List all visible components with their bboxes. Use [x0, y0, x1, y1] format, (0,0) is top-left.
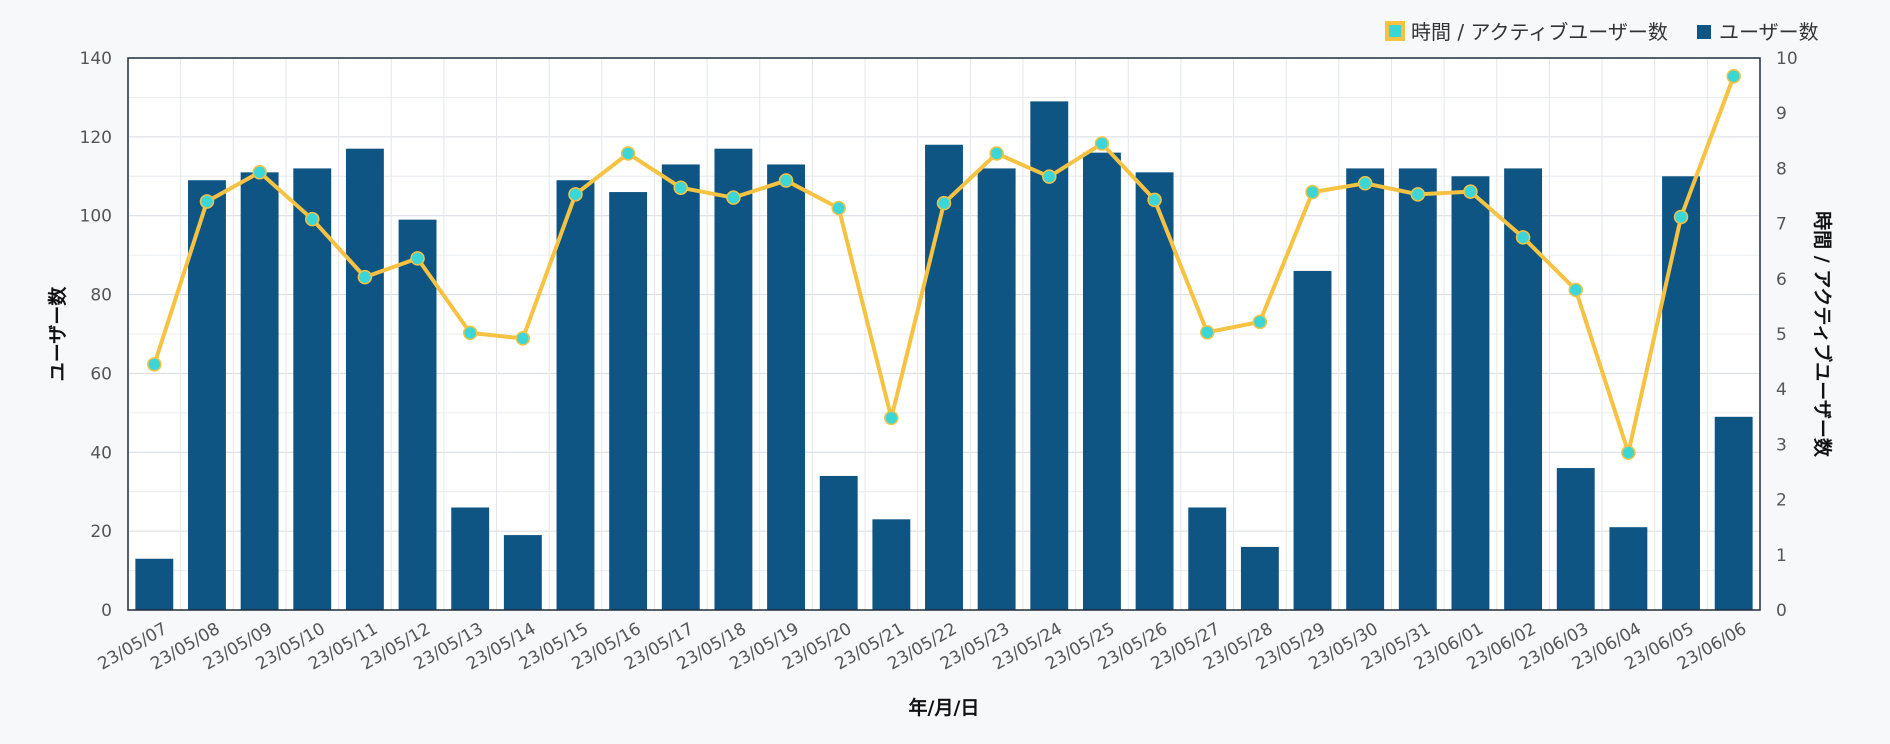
- y2-tick-label: 10: [1776, 49, 1798, 69]
- bar-23/05/12: [398, 219, 437, 610]
- line-point-23/05/10: [305, 211, 320, 227]
- line-point-23/05/29: [1305, 184, 1320, 200]
- line-point-23/05/26: [1147, 192, 1162, 208]
- bar-23/05/09: [240, 172, 279, 611]
- line-point-23/05/30: [1357, 176, 1373, 191]
- line-point-23/06/06: [1726, 68, 1741, 84]
- bar-23/06/01: [1451, 176, 1490, 611]
- line-point-23/05/22: [936, 195, 952, 211]
- y2-tick-label: 2: [1776, 491, 1787, 511]
- line-point-23/05/15: [568, 187, 583, 202]
- legend-item-bar[interactable]: ユーザー数: [1697, 20, 1819, 44]
- bar-23/05/25: [1082, 152, 1121, 610]
- bar-23/05/24: [1030, 101, 1069, 610]
- y-tick-label: 40: [90, 443, 112, 463]
- y2-tick-label: 7: [1776, 215, 1787, 235]
- bar-23/05/28: [1240, 546, 1279, 610]
- line-point-23/06/05: [1673, 209, 1689, 225]
- legend: 時間 / アクティブユーザー数 ユーザー数: [1385, 20, 1819, 44]
- line-point-23/06/01: [1463, 184, 1478, 199]
- line-markers: [147, 68, 1741, 460]
- legend-label-bar: ユーザー数: [1719, 20, 1819, 44]
- y-tick-label: 60: [90, 364, 112, 384]
- y-tick-label: 120: [80, 128, 112, 148]
- bar-23/05/27: [1188, 507, 1227, 610]
- legend-label-line: 時間 / アクティブユーザー数: [1411, 20, 1668, 44]
- line-point-23/05/28: [1252, 314, 1268, 330]
- y2-axis-title: 時間 / アクティブユーザー数: [1811, 211, 1834, 458]
- line-point-23/05/20: [831, 200, 846, 216]
- bar-23/05/17: [661, 164, 700, 610]
- bar-23/05/10: [293, 168, 332, 610]
- line-point-23/05/17: [673, 180, 689, 195]
- line-point-23/05/14: [515, 331, 531, 346]
- line-point-23/05/25: [1094, 136, 1110, 151]
- line-point-23/05/21: [884, 410, 899, 426]
- y2-tick-label: 4: [1776, 380, 1787, 400]
- bar-23/05/20: [819, 475, 858, 610]
- y2-tick-label: 9: [1776, 104, 1787, 124]
- y-tick-label: 0: [101, 601, 112, 621]
- y2-tick-label: 0: [1776, 601, 1787, 621]
- y2-tick-label: 1: [1776, 546, 1787, 566]
- line-point-23/05/12: [410, 251, 425, 266]
- bar-23/05/23: [977, 168, 1016, 610]
- bar-23/06/05: [1662, 176, 1700, 611]
- legend-swatch-bar: [1697, 25, 1711, 39]
- line-point-23/05/07: [147, 357, 162, 372]
- bar-23/05/16: [609, 192, 648, 611]
- bar-series: [135, 101, 1753, 611]
- bar-23/05/07: [135, 558, 174, 610]
- bar-23/05/13: [451, 507, 490, 610]
- y2-tick-label: 6: [1776, 270, 1787, 290]
- bar-23/06/06: [1714, 416, 1753, 610]
- y-tick-label: 80: [90, 286, 112, 306]
- line-point-23/05/08: [199, 194, 215, 209]
- bar-23/05/15: [556, 180, 595, 610]
- line-point-23/06/02: [1515, 230, 1531, 245]
- line-point-23/05/24: [1042, 169, 1057, 184]
- bar-23/06/04: [1609, 527, 1648, 610]
- bar-23/05/18: [714, 148, 753, 610]
- line-point-23/06/04: [1621, 445, 1636, 460]
- line-point-23/05/31: [1410, 187, 1426, 202]
- bar-23/06/03: [1556, 468, 1595, 610]
- legend-item-line[interactable]: 時間 / アクティブユーザー数: [1385, 20, 1668, 44]
- bar-23/05/19: [767, 164, 806, 610]
- bar-23/05/22: [925, 144, 963, 610]
- bar-23/05/30: [1346, 168, 1385, 610]
- line-point-23/05/09: [252, 165, 267, 180]
- bar-23/05/29: [1293, 270, 1332, 610]
- y-tick-label: 140: [80, 49, 112, 69]
- bar-23/05/11: [345, 148, 384, 610]
- y-axis-title: ユーザー数: [46, 286, 69, 382]
- y-tick-label: 100: [80, 207, 112, 227]
- line-point-23/05/27: [1199, 325, 1215, 340]
- line-point-23/05/11: [357, 269, 373, 285]
- line-point-23/05/18: [726, 190, 741, 205]
- y2-tick-label: 3: [1776, 435, 1787, 455]
- plot-border: [127, 57, 1761, 611]
- y-tick-label: 20: [90, 522, 112, 542]
- left-axis-ticks: 0 20 40 60 80 100 120 140: [80, 49, 112, 621]
- line-point-23/05/13: [462, 325, 478, 341]
- x-axis-title: 年/月/日: [909, 696, 980, 719]
- legend-swatch-line: [1385, 21, 1405, 41]
- line-point-23/06/03: [1568, 282, 1583, 298]
- y2-tick-label: 5: [1776, 325, 1787, 345]
- bar-23/05/21: [872, 519, 911, 610]
- x-axis-ticks: 23/05/0723/05/0823/05/0923/05/1023/05/11…: [95, 619, 1750, 675]
- line-point-23/05/19: [778, 173, 794, 188]
- bar-23/05/26: [1135, 172, 1174, 611]
- line-point-23/05/23: [989, 146, 1004, 161]
- bar-23/05/14: [503, 535, 542, 610]
- bar-23/05/08: [188, 180, 226, 610]
- right-axis-ticks: 0 1 2 3 4 5 6 7 8 9 10: [1776, 49, 1798, 621]
- bar-23/05/31: [1398, 168, 1437, 610]
- line-point-23/05/16: [620, 146, 636, 161]
- y2-tick-label: 8: [1776, 159, 1787, 179]
